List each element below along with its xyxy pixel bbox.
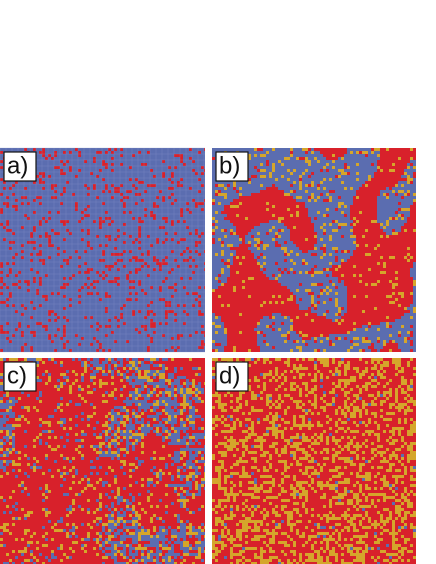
label-box — [3, 361, 37, 392]
panel: d) — [212, 358, 416, 564]
lattice-cells — [212, 358, 416, 564]
lattice-cells — [0, 358, 205, 564]
panel: a) — [0, 147, 205, 353]
panel: b) — [212, 148, 416, 352]
label-box — [215, 151, 249, 182]
panel-label: d) — [219, 362, 240, 389]
lattice-cells — [212, 148, 416, 352]
lattice-cells — [0, 358, 205, 564]
panel: c) — [0, 358, 205, 564]
label-box — [3, 151, 37, 182]
panel-label: b) — [219, 152, 240, 179]
label-box — [215, 361, 249, 392]
panel-label: c) — [7, 362, 27, 389]
panel-label: a) — [7, 152, 28, 179]
